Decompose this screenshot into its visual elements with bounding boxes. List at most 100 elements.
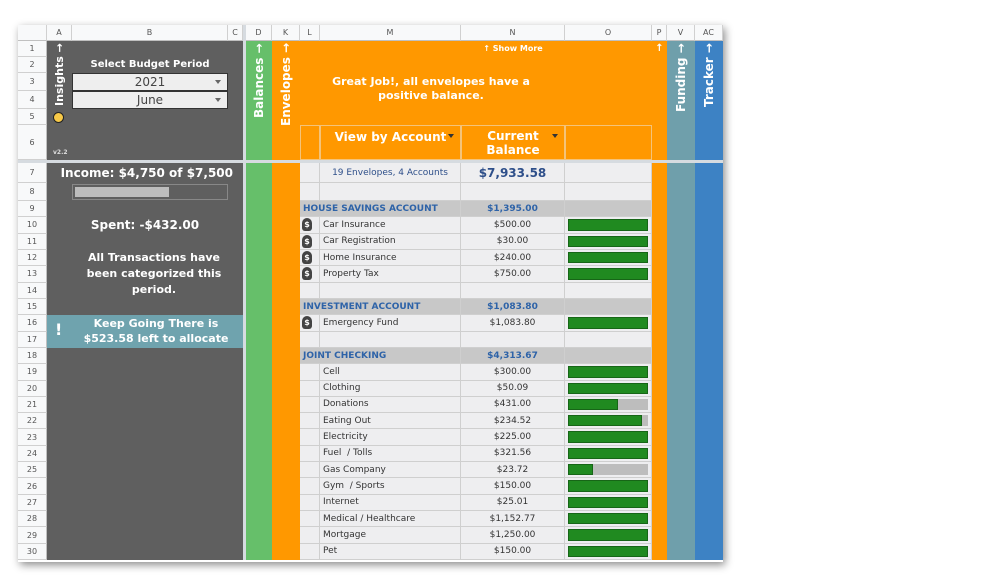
column-header-B[interactable]: B — [72, 25, 228, 41]
row-header-12[interactable]: 12 — [18, 249, 47, 267]
column-header-L[interactable]: L — [300, 25, 320, 41]
row-header-30[interactable]: 30 — [18, 543, 47, 561]
row-header-3[interactable]: 3 — [18, 73, 47, 91]
column-header-M[interactable]: M — [320, 25, 461, 41]
balances-band[interactable] — [246, 41, 272, 160]
account-section-name[interactable]: HOUSE SAVINGS ACCOUNT — [300, 201, 461, 218]
column-header-A[interactable]: A — [47, 25, 72, 41]
row-header-7[interactable]: 7 — [18, 163, 47, 183]
envelope-name[interactable]: Pet — [320, 543, 461, 561]
tracker-band[interactable] — [695, 41, 723, 160]
envelope-name[interactable]: Mortgage — [320, 527, 461, 544]
money-bag-icon: $ — [300, 249, 320, 267]
blank-cell — [565, 331, 652, 348]
freeze-divider-vertical[interactable] — [243, 25, 246, 561]
column-header-K[interactable]: K — [272, 25, 300, 41]
envelope-name[interactable]: Clothing — [320, 380, 461, 397]
envelope-name[interactable]: Home Insurance — [320, 249, 461, 267]
envelope-name[interactable]: Gas Company — [320, 462, 461, 479]
balances-tab[interactable]: Balances → — [252, 43, 266, 118]
row-header-29[interactable]: 29 — [18, 527, 47, 544]
column-header-D[interactable]: D — [246, 25, 272, 41]
insights-summary-panel — [47, 163, 243, 561]
row-header-4[interactable]: 4 — [18, 91, 47, 109]
progress-track — [568, 398, 648, 411]
column-header-V[interactable]: V — [667, 25, 695, 41]
cell — [300, 163, 320, 183]
current-balance-sort[interactable]: Current Balance — [461, 125, 565, 160]
row-header-25[interactable]: 25 — [18, 462, 47, 479]
allocation-alert: ! Keep Going There is $523.58 left to all… — [47, 315, 243, 348]
expand-arrow[interactable]: ↑ — [655, 43, 664, 54]
view-by-account-filter[interactable]: View by Account — [320, 125, 461, 160]
row-header-20[interactable]: 20 — [18, 380, 47, 397]
funding-band[interactable] — [667, 163, 695, 561]
column-header-P[interactable]: P — [652, 25, 667, 41]
row-header-22[interactable]: 22 — [18, 413, 47, 430]
envelope-name[interactable]: Emergency Fund — [320, 315, 461, 332]
select-all-corner[interactable] — [18, 25, 47, 41]
tracker-tab[interactable]: Tracker → — [702, 43, 716, 107]
blank-cell — [565, 282, 652, 299]
row-header-18[interactable]: 18 — [18, 347, 47, 365]
row-header-14[interactable]: 14 — [18, 282, 47, 299]
funding-tab[interactable]: Funding → — [674, 43, 688, 112]
column-header-O[interactable]: O — [565, 25, 652, 41]
insights-tab[interactable]: Insights → — [53, 43, 66, 106]
row-header-11[interactable]: 11 — [18, 233, 47, 250]
month-dropdown[interactable]: June — [72, 91, 228, 109]
envelope-name[interactable]: Cell — [320, 364, 461, 381]
envelope-icon-cell — [300, 462, 320, 479]
row-header-28[interactable]: 28 — [18, 511, 47, 528]
envelope-name[interactable]: Gym / Sports — [320, 478, 461, 495]
envelope-icon-cell — [300, 396, 320, 414]
chevron-down-icon — [552, 134, 558, 138]
row-header-17[interactable]: 17 — [18, 331, 47, 348]
row-header-13[interactable]: 13 — [18, 266, 47, 283]
show-more-link[interactable]: ↑ Show More — [483, 44, 543, 53]
envelope-name[interactable]: Donations — [320, 396, 461, 414]
envelope-name[interactable]: Eating Out — [320, 413, 461, 430]
envelope-icon-cell — [300, 543, 320, 561]
progress-track — [568, 382, 648, 394]
row-header-6[interactable]: 6 — [18, 125, 47, 160]
envelope-balance: $240.00 — [461, 249, 565, 267]
row-header-21[interactable]: 21 — [18, 396, 47, 414]
envelope-name[interactable]: Internet — [320, 494, 461, 512]
row-header-10[interactable]: 10 — [18, 217, 47, 234]
envelopes-tab[interactable]: Envelopes → — [279, 43, 293, 127]
row-header-26[interactable]: 26 — [18, 478, 47, 495]
progress-fill — [568, 431, 648, 443]
progress-fill — [568, 235, 648, 247]
row-header-1[interactable]: 1 — [18, 41, 47, 57]
envelope-name[interactable]: Car Registration — [320, 233, 461, 250]
envelope-name[interactable]: Fuel / Tolls — [320, 445, 461, 463]
tracker-band[interactable] — [695, 163, 723, 561]
row-header-15[interactable]: 15 — [18, 298, 47, 316]
account-section-name[interactable]: JOINT CHECKING — [300, 347, 461, 365]
row-header-23[interactable]: 23 — [18, 429, 47, 446]
envelope-name[interactable]: Property Tax — [320, 266, 461, 283]
row-header-24[interactable]: 24 — [18, 445, 47, 463]
year-dropdown[interactable]: 2021 — [72, 73, 228, 91]
row-header-19[interactable]: 19 — [18, 364, 47, 381]
envelope-name[interactable]: Car Insurance — [320, 217, 461, 234]
row-header-27[interactable]: 27 — [18, 494, 47, 512]
column-header-AC[interactable]: AC — [695, 25, 723, 41]
row-header-8[interactable]: 8 — [18, 183, 47, 201]
row-header-9[interactable]: 9 — [18, 201, 47, 218]
funding-band[interactable] — [667, 41, 695, 160]
row-header-5[interactable]: 5 — [18, 109, 47, 125]
blank-cell — [300, 183, 320, 201]
progress-track — [568, 464, 648, 476]
progress-track — [568, 366, 648, 378]
row-header-16[interactable]: 16 — [18, 315, 47, 332]
freeze-divider-horizontal[interactable] — [18, 160, 723, 163]
envelope-name[interactable]: Medical / Healthcare — [320, 511, 461, 528]
account-section-name[interactable]: INVESTMENT ACCOUNT — [300, 298, 461, 316]
envelope-name[interactable]: Electricity — [320, 429, 461, 446]
column-header-N[interactable]: N — [461, 25, 565, 41]
column-header-C[interactable]: C — [228, 25, 243, 41]
row-header-2[interactable]: 2 — [18, 57, 47, 73]
balances-band[interactable] — [246, 163, 272, 561]
